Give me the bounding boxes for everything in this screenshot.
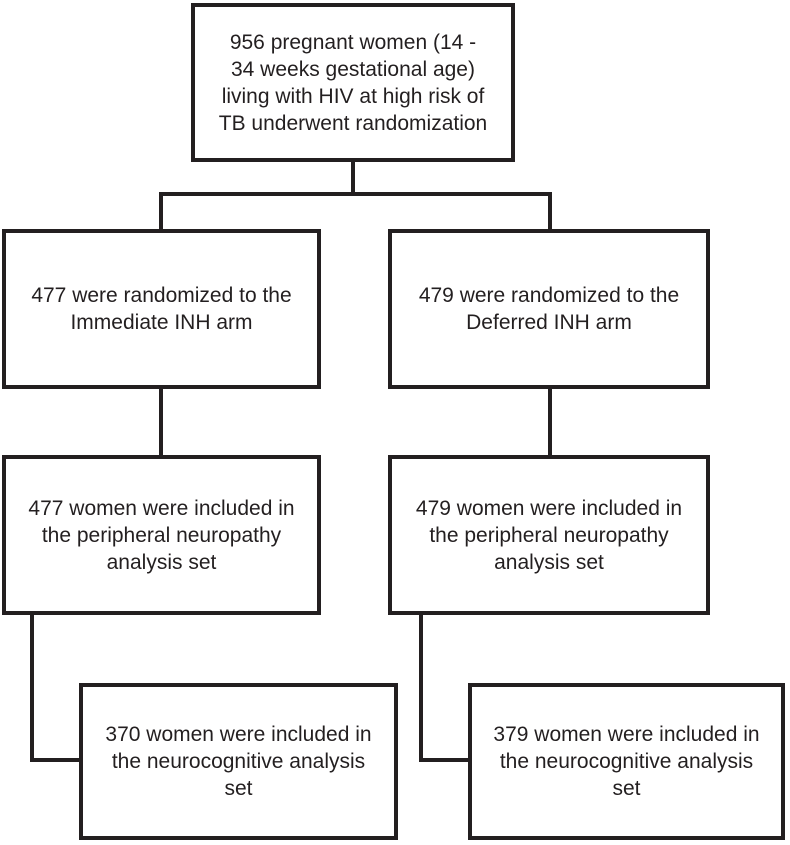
flow-node-enrollment: 956 pregnant women (14 - 34 weeks gestat… xyxy=(191,3,515,162)
connector-drop-immediate xyxy=(159,192,163,230)
connector-enrollment-stub xyxy=(351,160,355,194)
flow-node-deferred-arm: 479 were randomized to the Deferred INH … xyxy=(388,229,710,389)
connector-immediate-to-neuropathy xyxy=(159,388,163,456)
connector-randomization-split-bar xyxy=(159,192,552,196)
flow-node-immediate-neuropathy-set: 477 women were included in the periphera… xyxy=(2,455,321,615)
connector-immediate-elbow-vertical xyxy=(30,614,34,762)
connector-deferred-elbow-horizontal xyxy=(419,758,471,762)
flow-node-deferred-neurocognitive-set: 379 women were included in the neurocogn… xyxy=(468,683,785,840)
flow-node-immediate-neurocognitive-set: 370 women were included in the neurocogn… xyxy=(79,683,398,840)
connector-drop-deferred xyxy=(548,192,552,230)
flow-node-deferred-neuropathy-set: 479 women were included in the periphera… xyxy=(388,455,710,615)
connector-deferred-to-neuropathy xyxy=(548,388,552,456)
connector-immediate-elbow-horizontal xyxy=(30,758,82,762)
connector-deferred-elbow-vertical xyxy=(419,614,423,762)
flow-node-immediate-arm: 477 were randomized to the Immediate INH… xyxy=(2,229,321,389)
